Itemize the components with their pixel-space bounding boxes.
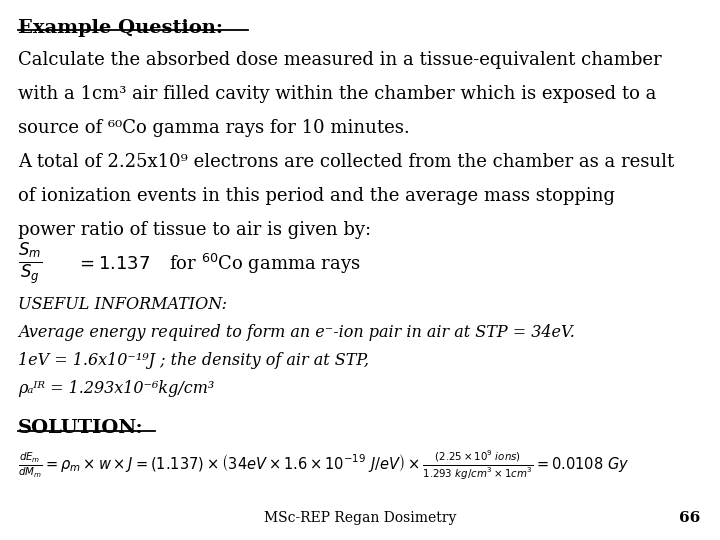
Text: USEFUL INFORMATION:: USEFUL INFORMATION: <box>18 296 227 313</box>
Text: A total of 2.25x10⁹ electrons are collected from the chamber as a result: A total of 2.25x10⁹ electrons are collec… <box>18 153 674 171</box>
Text: MSc-REP Regan Dosimetry: MSc-REP Regan Dosimetry <box>264 511 456 525</box>
Text: $\frac{dE_m}{dM_m} = \rho_m \times w \times J = (1.137) \times \left(34eV \times: $\frac{dE_m}{dM_m} = \rho_m \times w \ti… <box>18 449 629 482</box>
Text: with a 1cm³ air filled cavity within the chamber which is exposed to a: with a 1cm³ air filled cavity within the… <box>18 85 657 103</box>
Text: of ionization events in this period and the average mass stopping: of ionization events in this period and … <box>18 187 615 205</box>
Text: $= 1.137$: $= 1.137$ <box>76 254 150 273</box>
Text: for $^{60}$Co gamma rays: for $^{60}$Co gamma rays <box>169 252 361 275</box>
Text: 1eV = 1.6x10⁻¹⁹J ; the density of air at STP,: 1eV = 1.6x10⁻¹⁹J ; the density of air at… <box>18 352 369 369</box>
Text: Example Question:: Example Question: <box>18 19 223 37</box>
Text: Average energy required to form an e⁻-ion pair in air at STP = 34eV.: Average energy required to form an e⁻-io… <box>18 324 575 341</box>
Text: source of ⁶⁰Co gamma rays for 10 minutes.: source of ⁶⁰Co gamma rays for 10 minutes… <box>18 119 410 137</box>
Text: Calculate the absorbed dose measured in a tissue-equivalent chamber: Calculate the absorbed dose measured in … <box>18 51 662 69</box>
Text: power ratio of tissue to air is given by:: power ratio of tissue to air is given by… <box>18 221 371 239</box>
Text: SOLUTION:: SOLUTION: <box>18 419 143 437</box>
Text: ρₐᴵᴿ = 1.293x10⁻⁶kg/cm³: ρₐᴵᴿ = 1.293x10⁻⁶kg/cm³ <box>18 380 215 397</box>
Text: $\frac{S_m}{S_g}$: $\frac{S_m}{S_g}$ <box>18 240 42 287</box>
Text: 66: 66 <box>678 511 700 525</box>
